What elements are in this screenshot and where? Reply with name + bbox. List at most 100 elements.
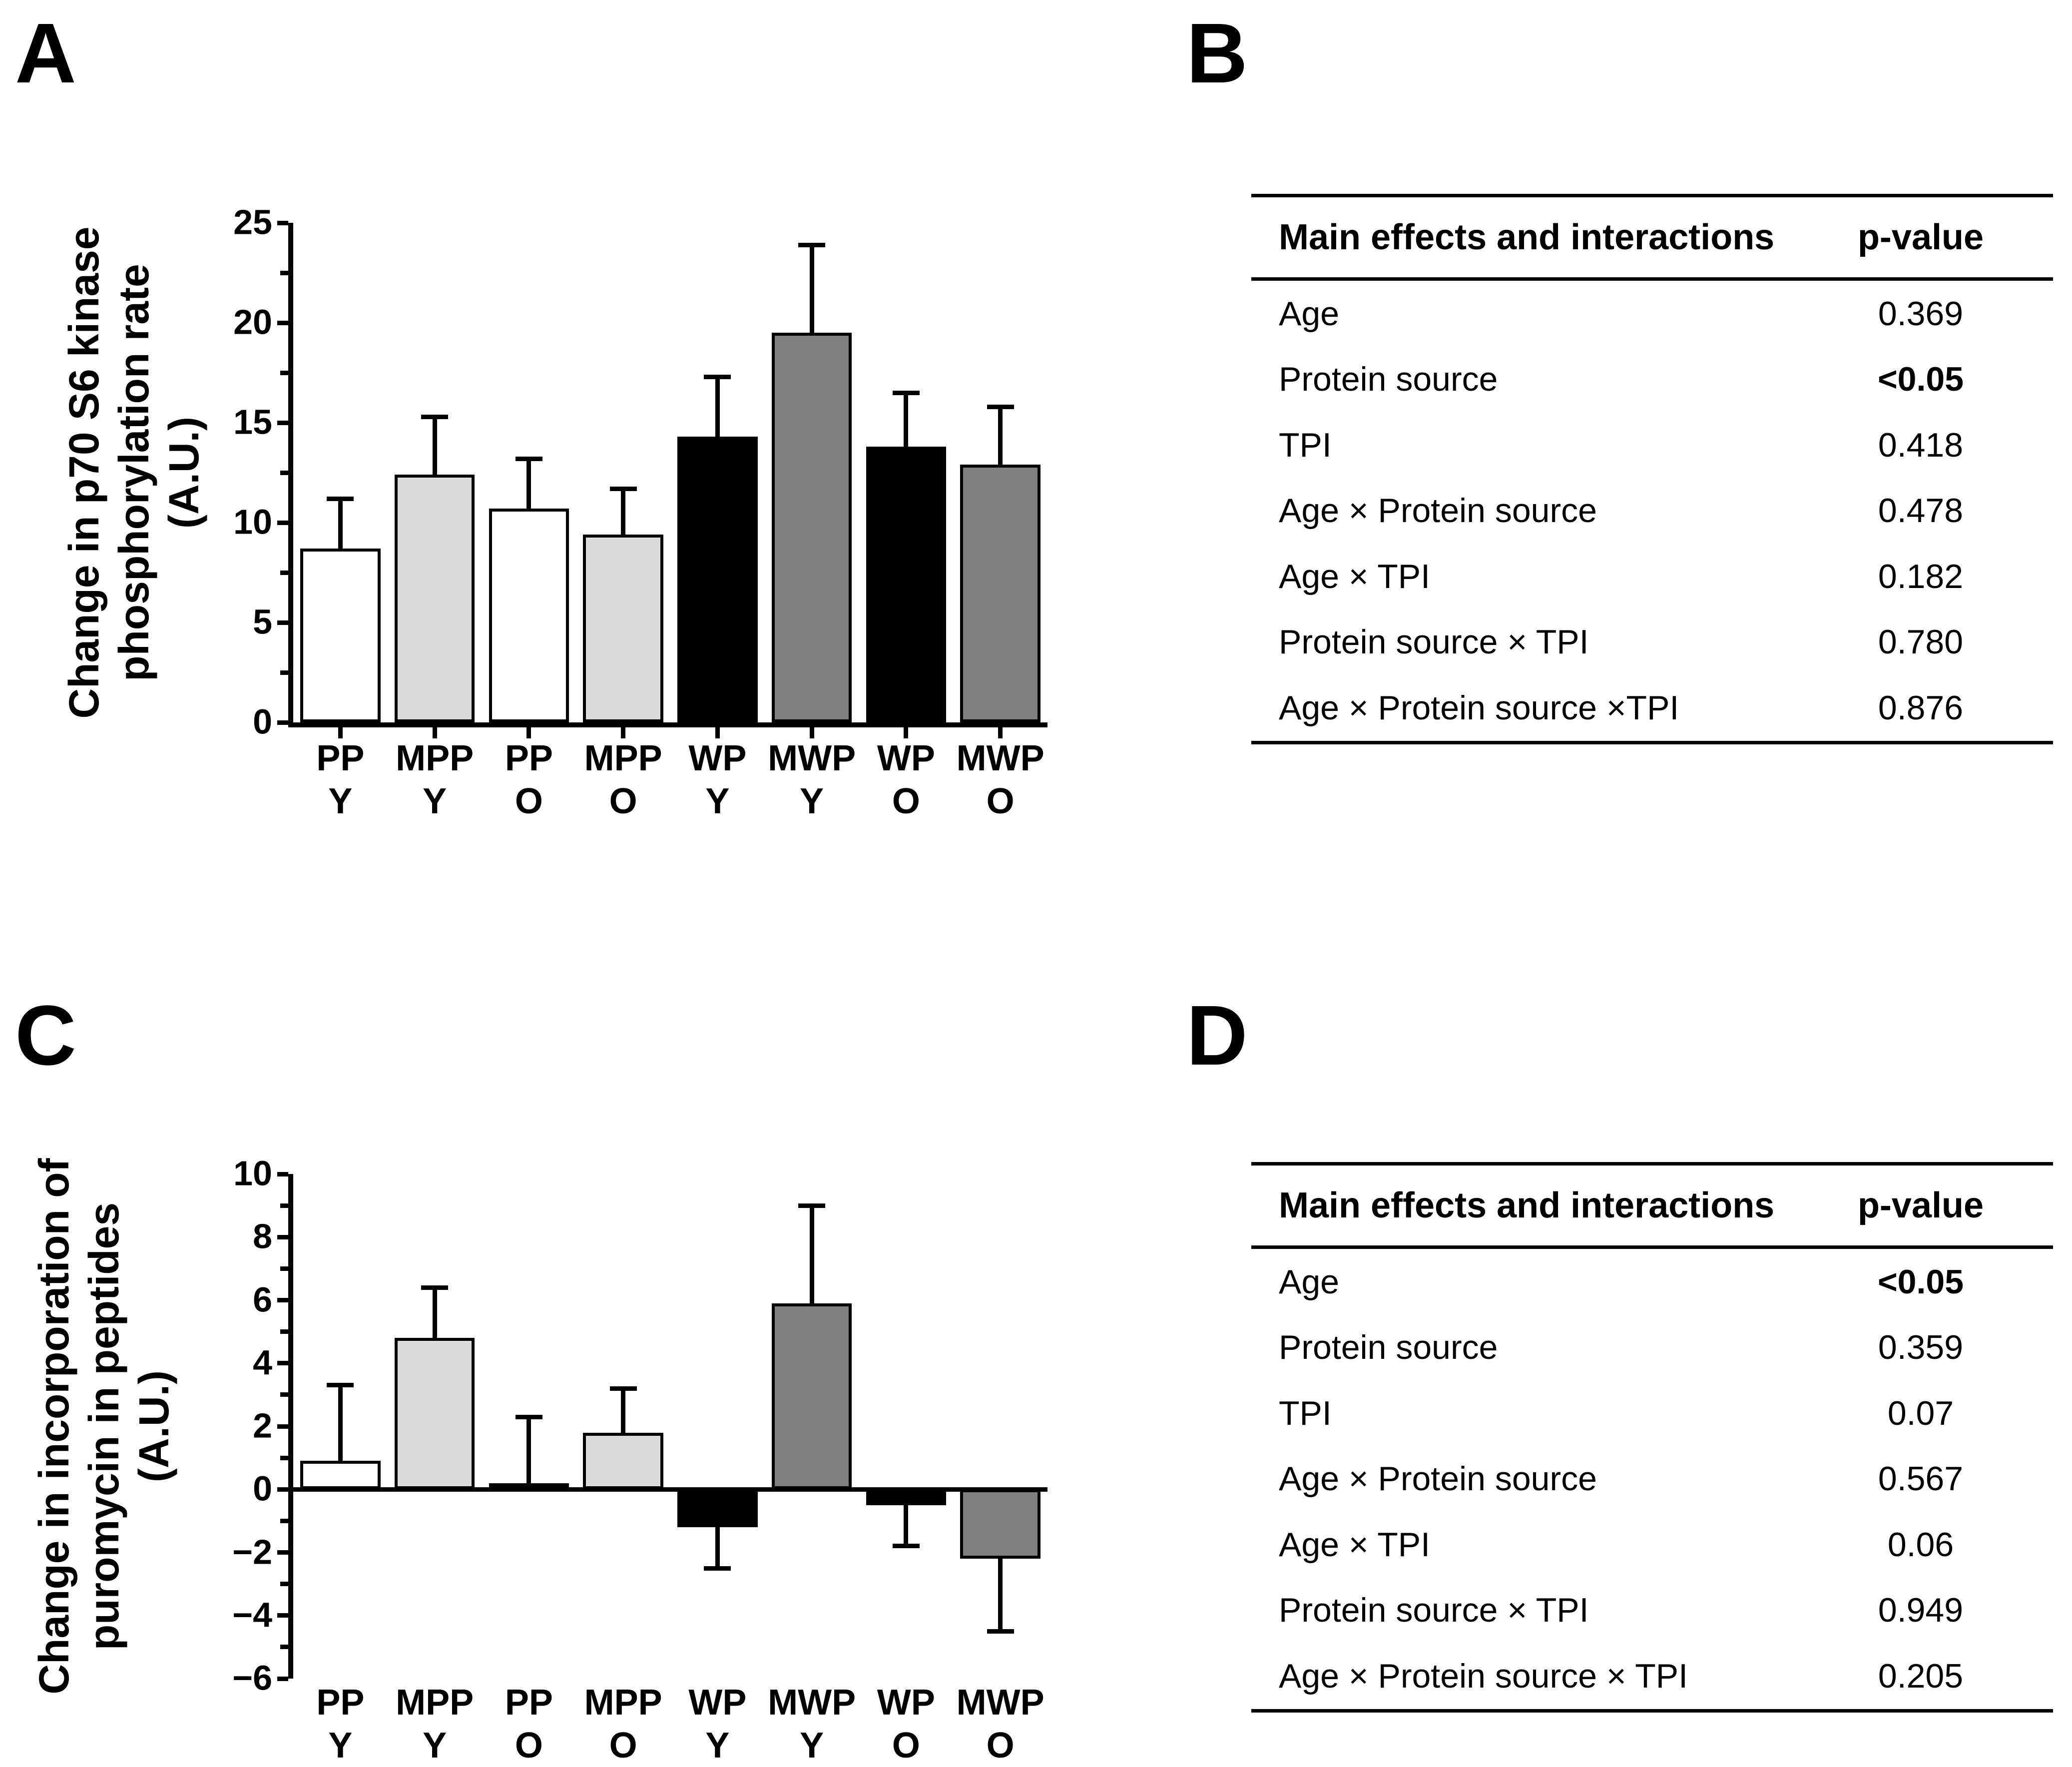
row-label: TPI [1279, 1394, 1332, 1432]
table-d-top-rule [1251, 1162, 2053, 1166]
row-p-value: 0.205 [1878, 1657, 1964, 1695]
table-b-bottom-rule [1251, 740, 2053, 744]
x-category-label-top: MWP [768, 1683, 856, 1723]
row-p-value: 0.780 [1878, 623, 1964, 661]
table-d-header-rule [1251, 1245, 2053, 1249]
x-category-label: PP O [482, 1681, 576, 1767]
y-tick-label: −4 [232, 1595, 272, 1635]
x-tick [526, 722, 531, 738]
bar-wp-y [677, 1489, 758, 1527]
panel-b: B Main effects and interactions p-value … [1149, 0, 2072, 949]
x-category-label-bottom: O [609, 781, 637, 821]
plot-area-c: −6 −4 −2 0 2 4 6 8 10 PP Y MPP Y PP O MPP O WP Y MWP Y WP O MWP… [232, 1156, 1047, 1766]
y-tick-major [277, 620, 288, 625]
table-row: Protein source × TPI 0.949 [1251, 1578, 2053, 1644]
error-bar-line [715, 1527, 720, 1569]
row-p-value: 0.478 [1878, 492, 1964, 530]
table-row: Protein source × TPI 0.780 [1251, 609, 2053, 675]
chart-puromycin-incorporation: Change in incorporation of puromycin in … [0, 949, 1149, 1766]
row-p-value: <0.05 [1877, 360, 1964, 399]
x-category-label-bottom: Y [800, 781, 824, 821]
y-axis-title-a-line1: Change in p70 S6 kinase [60, 226, 107, 719]
x-category-label-top: PP [505, 1683, 553, 1723]
x-category-label-top: WP [877, 738, 935, 778]
row-p-value: 0.567 [1878, 1460, 1964, 1498]
panel-d-letter: D [1186, 988, 1248, 1083]
bar-wp-y [677, 437, 758, 722]
x-category-label-bottom: Y [705, 781, 730, 821]
y-tick-label: 2 [253, 1406, 272, 1445]
bar-mwp-y [771, 1303, 852, 1490]
x-category-label-bottom: O [609, 1726, 637, 1766]
x-category-label: MPP O [576, 1681, 670, 1767]
x-tick [621, 722, 626, 738]
y-tick-label: 25 [233, 202, 272, 242]
y-tick-label: 6 [253, 1280, 272, 1319]
error-bar-line [526, 1417, 531, 1483]
table-d-header-row: Main effects and interactions p-value [1251, 1166, 2053, 1245]
error-bar-cap [609, 1386, 637, 1391]
row-p-value: 0.949 [1878, 1591, 1964, 1630]
row-p-value: <0.05 [1877, 1262, 1964, 1301]
x-category-label-top: WP [877, 1683, 935, 1723]
row-p-value: 0.359 [1878, 1328, 1964, 1367]
error-bar-line [904, 393, 909, 447]
y-tick-minor [280, 1455, 288, 1460]
error-bar-cap [704, 1566, 731, 1571]
table-d-header-effects: Main effects and interactions [1279, 1185, 1775, 1225]
x-category-label-bottom: Y [423, 1726, 447, 1766]
stats-table-b: Main effects and interactions p-value Ag… [1251, 194, 2053, 744]
panel-a-letter: A [15, 6, 76, 101]
bar-wp-o [866, 447, 947, 722]
y-tick-major [277, 1550, 288, 1555]
x-category-label-top: PP [316, 738, 365, 778]
x-tick [338, 722, 343, 738]
y-tick-label: 20 [233, 302, 272, 342]
y-tick-minor [280, 270, 288, 275]
x-category-label: MWP Y [765, 737, 859, 823]
y-tick-minor [280, 1266, 288, 1271]
y-tick-minor [280, 1645, 288, 1650]
x-category-label-top: WP [688, 738, 747, 778]
bar-pp-y [300, 1461, 381, 1490]
row-label: Age [1279, 294, 1339, 333]
chart-p70-s6-kinase: Change in p70 S6 kinase phosphorylation … [0, 0, 1149, 949]
x-tick [432, 722, 437, 738]
table-row: Age × Protein source 0.478 [1251, 478, 2053, 544]
y-tick-label: 10 [233, 502, 272, 542]
y-tick-major [277, 320, 288, 325]
table-d-rows: Age <0.05 Protein source 0.359 TPI 0.07 Age × … [1251, 1249, 2053, 1709]
table-row: Age <0.05 [1251, 1249, 2053, 1315]
y-tick-major [277, 1424, 288, 1429]
panel-b-letter: B [1186, 6, 1248, 101]
table-row: TPI 0.418 [1251, 412, 2053, 478]
row-label: Age [1279, 1262, 1339, 1301]
y-tick-label: −6 [232, 1658, 272, 1698]
x-category-label-bottom: O [515, 781, 543, 821]
y-tick-major [277, 1172, 288, 1177]
y-tick-major [277, 1487, 288, 1492]
bar-mpp-o [583, 535, 663, 722]
x-category-label-bottom: O [892, 781, 920, 821]
x-category-label: WP Y [670, 737, 765, 823]
y-tick-minor [280, 1582, 288, 1587]
error-bar-cap [987, 404, 1014, 409]
x-category-label-bottom: Y [800, 1726, 824, 1766]
x-category-label-bottom: O [515, 1726, 543, 1766]
x-category-label-top: MPP [584, 1683, 662, 1723]
x-category-label: MPP Y [388, 1681, 482, 1767]
error-bar-cap [798, 1203, 826, 1208]
x-category-label-top: MPP [584, 738, 662, 778]
row-label: Age × Protein source [1279, 1460, 1597, 1498]
error-bar-cap [327, 496, 354, 501]
panel-d: D Main effects and interactions p-value … [1149, 949, 2072, 1757]
x-category-label: PP Y [293, 1681, 388, 1767]
y-tick-label: 4 [253, 1343, 272, 1382]
bar-mwp-o [960, 1489, 1040, 1559]
x-category-label-bottom: Y [423, 781, 447, 821]
error-bar-line [526, 459, 531, 509]
y-tick-label: 10 [233, 1154, 272, 1193]
x-category-label: WP O [859, 1681, 954, 1767]
y-axis-title-c-units: (A.U.) [130, 1370, 177, 1482]
error-bar-cap [515, 456, 542, 461]
